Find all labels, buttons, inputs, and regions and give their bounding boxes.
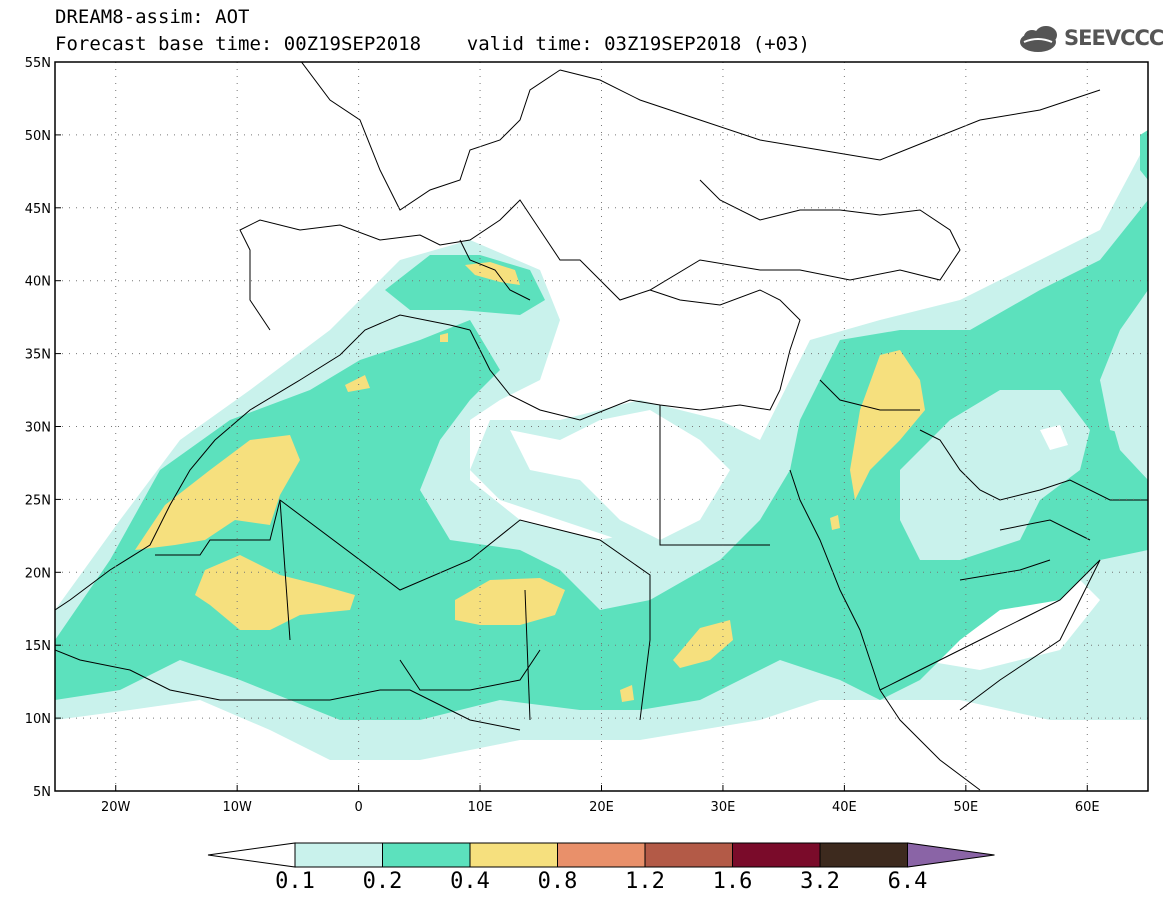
- latitude-label: 55N: [25, 56, 51, 71]
- longitude-label: 50E: [953, 800, 978, 815]
- latitude-label: 10N: [25, 712, 51, 727]
- colorbar-over-arrow: [907, 842, 995, 868]
- latitude-label: 50N: [25, 129, 51, 144]
- colorbar-swatch: [557, 842, 646, 868]
- latitude-label: 30N: [25, 421, 51, 436]
- colorbar-swatch: [294, 842, 383, 868]
- colorbar-swatch: [819, 842, 908, 868]
- colorbar-under-arrow: [207, 842, 296, 868]
- longitude-label: 20E: [589, 800, 614, 815]
- aot-level-0.4: [135, 262, 925, 702]
- colorbar-swatch: [644, 842, 733, 868]
- axis-ticks: [55, 61, 1088, 792]
- colorbar-label: 1.6: [712, 869, 753, 894]
- latitude-label: 25N: [25, 493, 51, 508]
- graticule: [55, 62, 1148, 791]
- latitude-label: 35N: [25, 348, 51, 363]
- longitude-label: 0: [354, 800, 362, 815]
- longitude-label: 10E: [468, 800, 493, 815]
- colorbar: [207, 842, 995, 868]
- cloud-icon: [1020, 26, 1057, 52]
- colorbar-label: 0.8: [537, 869, 578, 894]
- longitude-labels: 20W 10W 0 10E 20E 30E 40E 50E 60E: [101, 800, 1100, 815]
- longitude-label: 10W: [222, 800, 252, 815]
- colorbar-label: 1.2: [625, 869, 665, 894]
- colorbar-label: 0.1: [275, 869, 315, 894]
- forecast-time-line: Forecast base time: 00Z19SEP2018 valid t…: [55, 33, 810, 55]
- latitude-label: 45N: [25, 202, 51, 217]
- longitude-label: 60E: [1075, 800, 1100, 815]
- logo-text: SEEVCCC: [1064, 26, 1164, 50]
- longitude-label: 30E: [711, 800, 736, 815]
- colorbar-swatch: [732, 842, 821, 868]
- latitude-label: 15N: [25, 639, 51, 654]
- colorbar-label: 3.2: [800, 869, 840, 894]
- aot-interior-clear: [510, 410, 1068, 540]
- latitude-label: 40N: [25, 275, 51, 290]
- latitude-label: 20N: [25, 566, 51, 581]
- colorbar-label: 0.2: [362, 869, 403, 894]
- colorbar-labels: 0.1 0.2 0.4 0.8 1.2 1.6 3.2 6.4: [0, 869, 1165, 899]
- longitude-label: 20W: [101, 800, 131, 815]
- aot-fields: [55, 130, 1148, 760]
- colorbar-swatch: [382, 842, 471, 868]
- coastlines-borders: [55, 62, 1148, 791]
- latitude-label: 5N: [33, 785, 51, 800]
- colorbar-label: 6.4: [887, 869, 928, 894]
- seevccc-logo: [1020, 26, 1057, 52]
- colorbar-label: 0.4: [450, 869, 490, 894]
- map-title: DREAM8-assim: AOT: [55, 6, 250, 28]
- latitude-labels: 55N 50N 45N 40N 35N 30N 25N 20N 15N 10N 5N: [25, 56, 51, 800]
- longitude-label: 40E: [832, 800, 857, 815]
- colorbar-swatch: [469, 842, 558, 868]
